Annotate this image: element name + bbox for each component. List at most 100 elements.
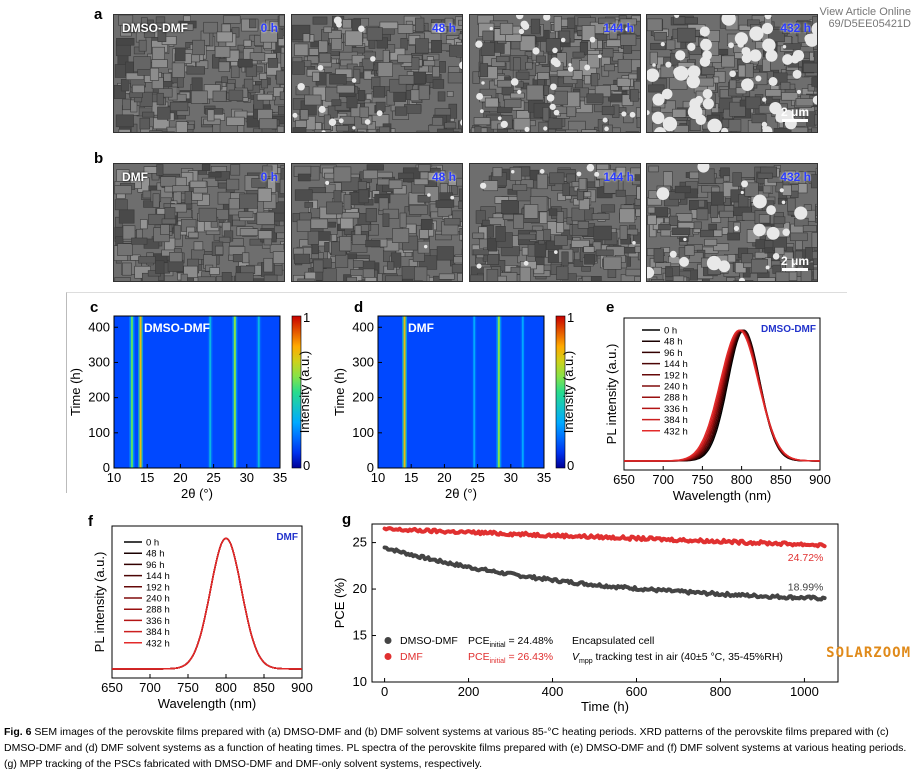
x-tick-label: 30 [240,470,254,485]
panel-label: c [90,299,98,316]
sem-image: 48 h [291,14,463,133]
scale-bar: 2 μm [781,254,809,271]
end-value-label: 24.72% [788,552,824,564]
x-axis-label: Time (h) [581,699,629,714]
y-tick-label: 0 [103,460,110,475]
pl-curve [112,537,302,670]
y-tick-label: 200 [352,390,374,405]
chart-g-mpp: 18.99% 24.72% 0 200 400 600 800 1000 10 15 20 25 Tim… [332,511,839,714]
legend-label: 48 h [664,337,683,348]
y-tick-label: 300 [352,354,374,369]
heatmap-title: DMSO-DMF [144,321,210,335]
plot-frame [111,525,303,679]
sem-image: 144 h [469,163,641,282]
plot-frame [377,315,545,469]
scale-bar-line [781,268,808,271]
pl-curve [112,537,302,670]
xrd-peak-line [139,316,142,468]
y-axis-label: PL intensity (a.u.) [92,552,107,653]
legend-label: 384 h [146,627,170,638]
sem-time-label: 144 h [603,170,634,184]
colorbar [291,315,302,469]
scale-bar: 2 μm [781,105,809,122]
colorbar-min-label: 0 [303,458,310,473]
x-tick-label: 800 [710,684,732,699]
mpp-trace [382,526,827,549]
pl-curve [624,329,820,462]
colorbar-max-label: 1 [567,310,574,325]
view-article-text[interactable]: View Article Online [819,6,911,18]
y-axis-label: PCE (%) [332,578,347,629]
legend-label: 384 h [664,415,688,426]
x-tick-label: 750 [692,472,714,487]
y-tick-label: 25 [353,535,367,550]
note-vmpp: V [572,651,580,663]
sem-texture [470,15,640,132]
note-line-2: Vmpp tracking test in air (40±5 °C, 35-4… [572,651,783,665]
colorbar-min-label: 0 [567,458,574,473]
xrd-peak-line [403,316,406,468]
legend-label: 0 h [664,326,677,337]
x-tick-label: 10 [107,470,121,485]
x-tick-label: 25 [470,470,484,485]
note-line-1: Encapsulated cell [572,635,654,647]
x-tick-label: 700 [139,680,161,695]
x-tick-label: 900 [291,680,313,695]
xrd-peak-line [473,316,476,468]
pl-curve [112,537,302,670]
sem-image: 144 h [469,14,641,133]
sem-time-label: 432 h [780,170,811,184]
colorbar-max-label: 1 [303,310,310,325]
legend-label: 0 h [146,538,159,549]
chart-title: DMSO-DMF [761,324,816,335]
legend-marker [384,637,392,644]
sem-time-label: 144 h [603,21,634,35]
y-axis-label: Time (h) [332,368,347,416]
legend-label: 192 h [146,582,170,593]
pce-initial-label: PCEinitial = 24.48% [468,635,553,649]
x-tick-label: 1000 [790,684,819,699]
y-axis-label: PL intensity (a.u.) [604,344,619,445]
sem-image: 432 h 2 μm [646,14,818,133]
x-tick-label: 800 [731,472,753,487]
pl-curve [624,329,820,462]
legend-label: 432 h [146,638,170,649]
x-tick-label: 650 [101,680,123,695]
pce-subscript: initial [490,658,506,665]
pce-value: = 26.43% [506,651,554,663]
sem-texture [292,15,462,132]
note-rest: tracking test in air (40±5 °C, 35-45%RH) [593,651,783,663]
pl-curve [112,537,302,670]
legend-label: 336 h [664,404,688,415]
x-tick-label: 200 [458,684,480,699]
sem-image: 48 h [291,163,463,282]
view-article-link[interactable]: View Article Online 69/D5EE05421D [819,6,911,30]
sem-system-label: DMSO-DMF [122,21,188,35]
y-tick-label: 100 [352,425,374,440]
xrd-peak-line [209,316,212,468]
legend-label: 336 h [146,616,170,627]
sem-image: 432 h 2 μm [646,163,818,282]
plot-frame [113,315,281,469]
heatmap-title: DMF [408,321,434,335]
panel-a-label: a [94,6,103,23]
y-axis-label: Time (h) [68,368,83,416]
note-vmpp-sub: mpp [579,658,593,665]
sem-system-label: DMF [122,170,148,184]
sem-texture [114,15,284,132]
xrd-peak-line [497,316,500,468]
pce-label: PCE [468,651,490,663]
scale-bar-line [781,119,808,122]
mpp-trace [382,545,827,602]
pce-subscript: initial [490,642,506,649]
pl-curve [112,537,302,670]
sem-time-label: 48 h [431,21,456,35]
pl-curve [112,537,302,670]
legend-label: 240 h [146,594,170,605]
xrd-peak-line [130,316,133,468]
figure-caption: Fig. 6 SEM images of the perovskite film… [4,724,913,772]
sem-texture [470,164,640,281]
x-axis-label: 2θ (°) [445,486,477,501]
pl-curve [112,537,302,670]
legend-label: 96 h [146,560,165,571]
